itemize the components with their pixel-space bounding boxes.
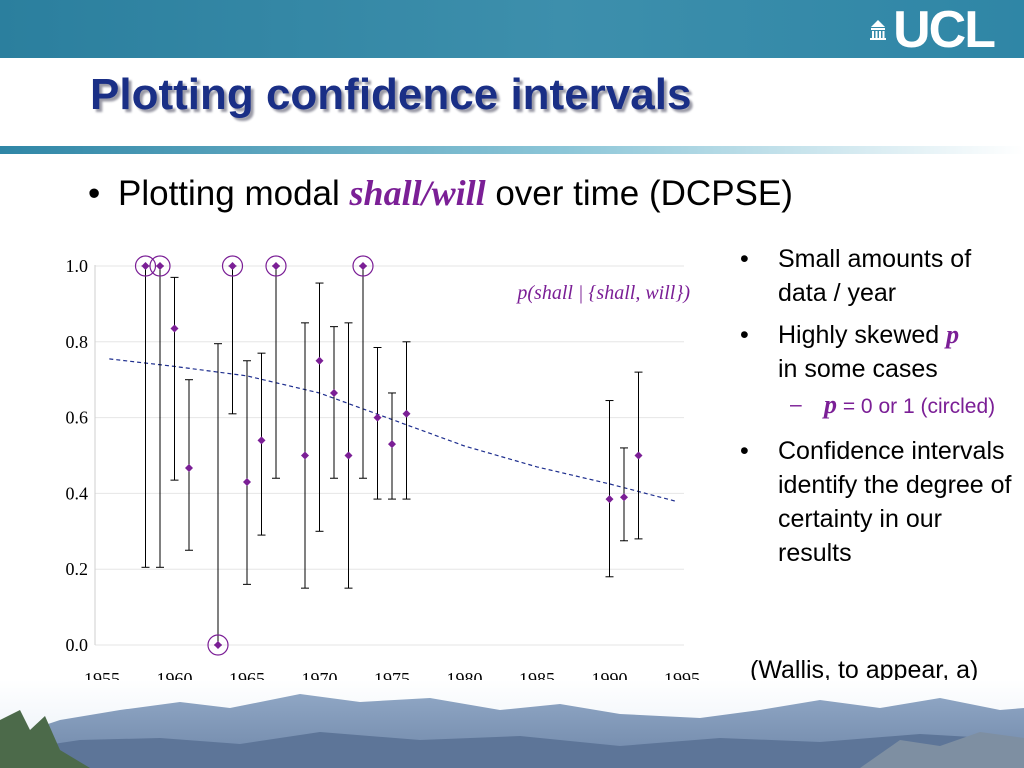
data-point	[402, 409, 411, 418]
y-tick-label: 0.2	[66, 559, 89, 579]
sidebar-bullet-3: • Confidence intervals identify the degr…	[738, 434, 1018, 570]
main-bullet-emphasis: shall/will	[349, 173, 486, 213]
y-tick-label: 0.8	[66, 332, 89, 352]
sub-bullet-p: p	[824, 390, 837, 419]
header-bar: UCL	[0, 0, 1024, 58]
circled-marker	[352, 255, 374, 277]
data-point	[141, 262, 150, 270]
portico-icon	[870, 20, 887, 40]
confidence-interval-chart: 0.00.20.40.60.81.0 1955 1960 1965 1970 1975 1…	[66, 255, 700, 689]
sidebar-bullet-1-text: Small amounts of data / year	[778, 245, 972, 307]
data-point	[315, 356, 324, 365]
ucl-logo: UCL	[869, 1, 996, 59]
data-point	[388, 440, 396, 449]
data-point	[243, 478, 251, 487]
data-point	[330, 388, 338, 397]
chart-annotation: p(shall | {shall, will})	[515, 282, 690, 304]
y-tick-label: 1.0	[66, 256, 89, 276]
main-bullet: • Plotting modal shall/will over time (DC…	[88, 172, 793, 214]
data-point	[170, 324, 179, 333]
mountain-landscape	[0, 680, 1024, 768]
data-points	[134, 255, 643, 656]
main-bullet-prefix: Plotting modal	[118, 174, 340, 213]
data-point	[228, 262, 237, 270]
sidebar-bullet-2: • Highly skewed p in some cases	[738, 318, 1018, 386]
data-point	[359, 262, 367, 270]
sidebar-bullet-2-rest: in some cases	[778, 355, 938, 383]
data-point	[620, 493, 628, 502]
sidebar-bullets: • Small amounts of data / year • Highly …	[738, 242, 1018, 578]
sidebar-bullet-2-p: p	[946, 320, 960, 349]
citation: (Wallis, to appear, a)	[750, 656, 979, 684]
circled-marker	[207, 634, 229, 656]
data-point	[257, 436, 266, 445]
data-point	[185, 464, 193, 473]
circled-marker	[265, 255, 287, 277]
bullet-dot: •	[740, 437, 749, 465]
logo-text: UCL	[893, 1, 996, 59]
data-point	[344, 451, 353, 460]
sidebar-bullet-2-text: Highly skewed	[778, 321, 940, 349]
sidebar-sub-bullet: – p = 0 or 1 (circled)	[738, 390, 1018, 422]
circled-marker	[134, 255, 157, 277]
chart-grid	[95, 265, 684, 646]
title-rule	[0, 146, 1024, 154]
y-tick-labels: 0.0 0.2 0.4 0.6 0.8 1.0	[66, 256, 89, 655]
bullet-dot: •	[740, 321, 749, 349]
data-point	[214, 641, 222, 649]
sidebar-bullet-3-text: Confidence intervals identify the degree…	[778, 437, 1012, 567]
main-bullet-suffix: over time (DCPSE)	[495, 174, 793, 213]
bullet-dot: •	[88, 174, 101, 213]
y-tick-label: 0.0	[66, 635, 89, 655]
circled-marker	[221, 255, 244, 277]
data-point	[373, 413, 382, 422]
circled-marker	[149, 255, 171, 277]
y-tick-label: 0.6	[66, 408, 89, 428]
sub-bullet-text: = 0 or 1 (circled)	[837, 395, 996, 418]
error-bars	[141, 265, 643, 646]
page-title: Plotting confidence intervals	[90, 70, 692, 119]
data-point	[272, 262, 280, 270]
bullet-dot: •	[740, 245, 749, 273]
sidebar-bullet-1: • Small amounts of data / year	[738, 242, 1018, 310]
sub-bullet-dash: –	[790, 393, 802, 416]
y-tick-label: 0.4	[66, 483, 89, 503]
data-point	[605, 495, 614, 504]
data-point	[634, 451, 643, 460]
data-point	[156, 262, 164, 270]
data-point	[301, 451, 309, 460]
